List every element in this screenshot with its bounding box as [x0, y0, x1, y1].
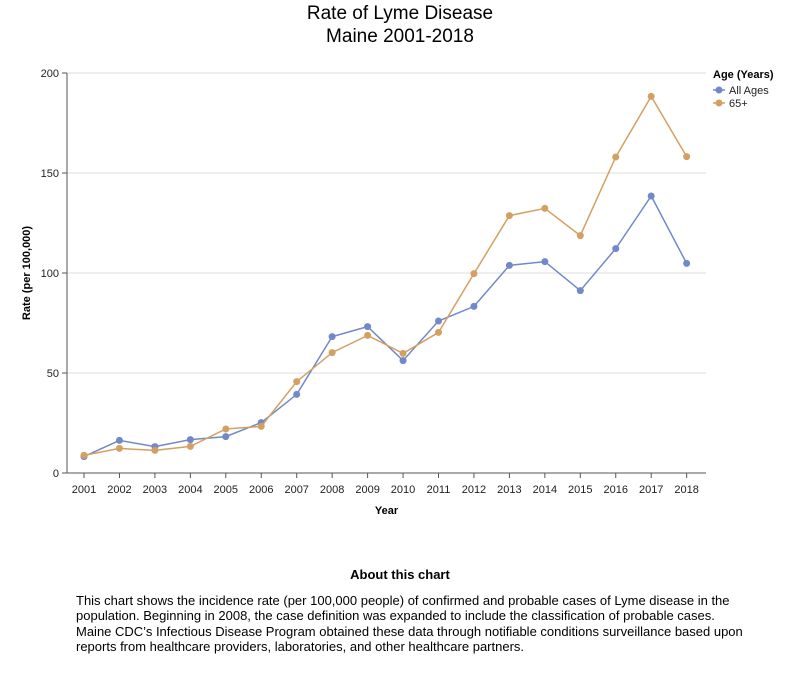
series-all-ages	[80, 192, 691, 461]
data-point	[293, 378, 301, 386]
data-point	[186, 442, 194, 450]
data-point	[505, 261, 513, 269]
data-point	[470, 270, 478, 278]
x-tick-label: 2003	[143, 484, 167, 496]
data-point	[151, 446, 159, 454]
data-point	[683, 259, 691, 267]
data-point	[115, 436, 123, 444]
series-line	[83, 94, 688, 457]
x-tick-label: 2001	[72, 484, 96, 496]
legend-item: 65+	[713, 98, 748, 110]
x-axis-title: Year	[375, 505, 399, 517]
x-tick-label: 2018	[674, 484, 698, 496]
x-tick-label: 2006	[249, 484, 273, 496]
y-tick-label: 150	[41, 168, 59, 180]
data-point	[293, 390, 301, 398]
x-tick-label: 2013	[497, 484, 521, 496]
x-tick-label: 2008	[320, 484, 344, 496]
x-tick-label: 2007	[284, 484, 308, 496]
y-tick-label: 200	[41, 68, 59, 80]
data-point	[612, 245, 620, 253]
legend-label: 65+	[729, 98, 748, 110]
data-point	[612, 153, 620, 161]
data-point	[683, 153, 691, 161]
x-tick-label: 2016	[604, 484, 628, 496]
data-point	[541, 204, 549, 212]
line-chart: 0 50 100 150 200 2001 2002 2003 2004 2005 2006 2007…	[21, 68, 774, 517]
data-point	[257, 422, 265, 430]
legend-title: Age (Years)	[713, 69, 774, 81]
y-tick-label: 0	[53, 468, 59, 480]
legend-swatch-dot	[715, 86, 723, 94]
chart-subtitle: Maine 2001-2018	[326, 26, 474, 47]
data-point	[576, 232, 584, 240]
data-point	[328, 333, 336, 341]
x-tick-label: 2012	[462, 484, 486, 496]
legend-item: All Ages	[713, 85, 769, 97]
series-line	[83, 194, 688, 458]
x-tick-label: 2017	[639, 484, 663, 496]
data-point	[115, 444, 123, 452]
legend-label: All Ages	[729, 85, 769, 97]
data-point	[222, 433, 230, 441]
x-tick-label: 2010	[391, 484, 415, 496]
data-point	[435, 317, 442, 325]
y-axis-title: Rate (per 100,000)	[21, 226, 33, 320]
about-title: About this chart	[350, 567, 450, 582]
y-tick-label: 100	[41, 268, 59, 280]
x-tick-label: 2014	[533, 484, 557, 496]
about-text: This chart shows the incidence rate (per…	[76, 593, 743, 655]
x-tick-label: 2015	[568, 484, 592, 496]
y-tick-label: 50	[47, 368, 59, 380]
data-point	[647, 192, 655, 200]
data-point	[222, 425, 230, 433]
data-point	[505, 212, 513, 220]
data-point	[470, 302, 478, 310]
chart-title: Rate of Lyme Disease	[306, 3, 494, 24]
data-point	[364, 323, 372, 331]
data-point	[541, 258, 549, 266]
x-tick-label: 2011	[427, 484, 451, 496]
gridlines	[67, 72, 706, 374]
x-tick-label: 2009	[355, 484, 379, 496]
data-point	[186, 436, 194, 444]
series-65-	[80, 92, 691, 459]
data-point	[80, 451, 88, 459]
series-layer	[80, 92, 691, 461]
axes: 0 50 100 150 200 2001 2002 2003 2004 2005 2006 2007…	[21, 68, 706, 517]
data-point	[435, 328, 442, 336]
data-point	[576, 287, 584, 295]
data-point	[399, 357, 407, 365]
data-point	[647, 92, 655, 100]
data-point	[328, 349, 336, 357]
data-point	[399, 349, 407, 357]
legend-swatch-dot	[715, 99, 723, 107]
x-tick-label: 2005	[214, 484, 238, 496]
x-tick-label: 2004	[178, 484, 202, 496]
data-point	[364, 331, 372, 339]
x-tick-label: 2002	[107, 484, 131, 496]
